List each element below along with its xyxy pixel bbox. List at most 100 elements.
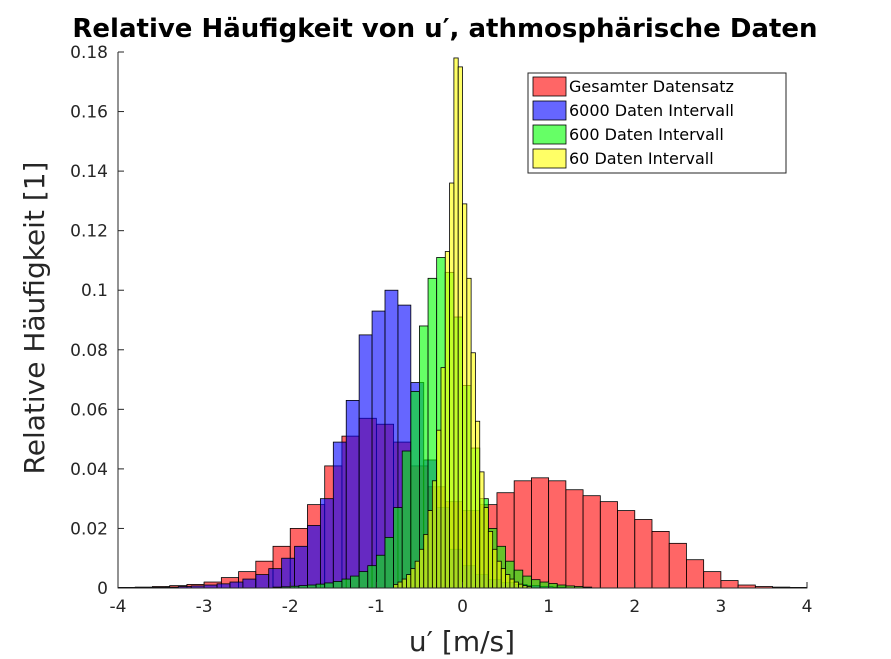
bar [470,352,476,589]
bar [427,510,433,589]
bar [479,471,485,589]
chart-title: Relative Häufigkeit von u′, athmosphäris… [72,14,817,44]
y-tick-label: 0.18 [70,43,108,63]
x-tick-label: 4 [802,597,813,617]
bar [414,560,420,589]
bar [436,429,442,589]
y-tick-label: 0.02 [70,519,108,539]
bar [307,525,321,589]
bar [531,477,550,589]
bar [423,534,429,589]
x-tick-label: 2 [629,597,640,617]
bar [686,559,705,589]
bar [668,542,687,589]
y-tick-label: 0 [97,579,108,599]
x-tick-label: -4 [110,597,127,617]
bar [315,583,326,589]
legend-label: 6000 Daten Intervall [569,101,734,120]
bar [453,57,459,589]
bar [518,583,524,589]
y-tick-label: 0.06 [70,400,108,420]
bar [440,367,446,589]
bar [384,536,394,589]
x-tick-label: 1 [543,597,554,617]
bar [324,582,334,589]
bar [358,571,369,589]
bar [720,580,739,589]
y-tick-label: 0.14 [70,162,108,182]
bar [487,531,494,589]
bar [513,581,519,589]
legend-swatch [532,124,567,145]
y-axis-label: Relative Häufigkeit [1] [18,162,51,475]
bar [444,251,450,589]
legend-swatch [532,148,567,169]
bar [410,391,420,589]
x-tick-label: -2 [282,597,299,617]
bar [242,578,257,589]
bar [281,557,295,589]
bar [483,507,489,589]
bar [410,568,416,589]
ticks-layer: -4 -3 -2 -1 0 1 2 3 4 0 0.02 0.04 0.06 0.08 0.1 0.12 0.1… [70,43,812,617]
bar [319,498,334,589]
bar [703,571,722,589]
x-tick-label: 3 [715,597,726,617]
bar [332,441,347,589]
bar [397,581,403,589]
legend-label: 60 Daten Intervall [569,149,714,168]
bar [509,578,515,589]
x-tick-label: -3 [196,597,213,617]
bar [294,545,308,589]
bar [457,66,463,589]
bar [350,575,360,589]
bar [371,310,386,589]
bar [500,568,506,589]
bar [582,495,601,589]
bar [492,548,498,589]
bar [617,510,636,589]
bar [548,583,558,589]
bar [462,203,468,589]
bar [505,574,511,589]
bar [345,399,360,589]
y-tick-label: 0.04 [70,460,108,480]
bar [431,480,438,589]
bar [599,501,618,589]
y-tick-label: 0.16 [70,103,108,123]
x-axis-label: u′ [m/s] [409,625,515,658]
legend-swatch [532,76,567,97]
bar [229,581,244,589]
y-tick-label: 0.12 [70,222,108,242]
bar [358,334,373,589]
bar [466,277,472,589]
bar [367,565,377,589]
x-tick-label: -1 [368,597,385,617]
legend-swatch [532,100,567,121]
bar [548,480,567,589]
y-tick-label: 0.1 [81,281,108,301]
bar [332,581,343,589]
legend-label: 600 Daten Intervall [569,125,724,144]
bar [406,574,412,589]
bar [531,579,541,589]
bar [393,584,399,589]
bar [255,574,270,589]
legend-label: Gesamter Datensatz [569,77,734,96]
legend: Gesamter Datensatz 6000 Daten Intervall 60… [527,72,787,174]
bar [341,578,351,589]
bar [419,548,425,589]
legend-box [527,72,787,174]
bar [449,182,455,589]
bar [393,507,403,589]
bar [401,578,407,589]
bar [475,420,481,589]
x-tick-label: 0 [457,597,468,617]
bar [375,554,386,589]
y-tick-label: 0.08 [70,341,108,361]
bar [651,531,670,589]
bar [496,560,502,589]
bar [539,581,550,589]
bar [634,519,653,589]
bar [268,568,283,589]
